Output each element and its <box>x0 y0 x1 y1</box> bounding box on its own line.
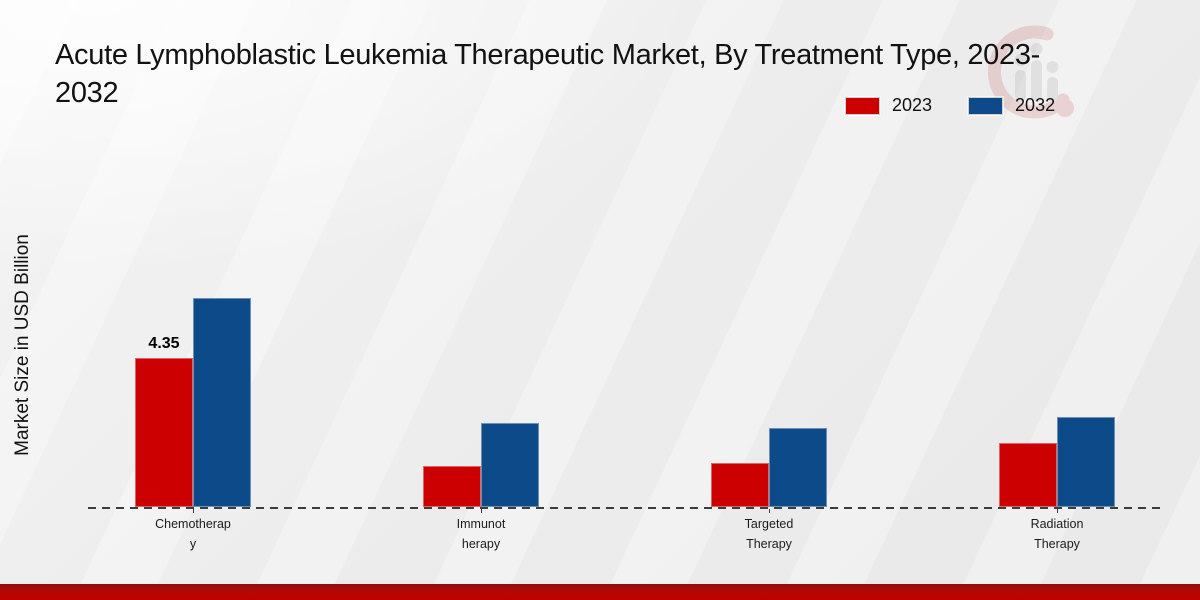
legend-item-2023: 2023 <box>845 95 932 116</box>
chart-title-line-1: Acute Lymphoblastic Leukemia Therapeutic… <box>55 39 1041 71</box>
bar-value-label-chemotherapy-2023: 4.35 <box>148 335 180 352</box>
legend: 2023 2032 <box>845 95 1055 116</box>
bar-2032-radiation-therapy <box>1057 417 1115 507</box>
legend-item-2032: 2032 <box>968 95 1055 116</box>
bar-2023-chemotherapy <box>135 358 193 507</box>
x-axis-tick-targeted-therapy <box>769 509 770 513</box>
bar-2023-radiation-therapy <box>999 443 1057 507</box>
bar-2032-targeted-therapy <box>769 428 827 507</box>
x-axis-label-immunotherapy: Immunot herapy <box>456 517 506 551</box>
x-axis-tick-immunotherapy <box>481 509 482 513</box>
chart-title: Acute Lymphoblastic Leukemia Therapeutic… <box>55 36 1200 112</box>
bar-2032-immunotherapy <box>481 423 539 507</box>
legend-swatch-2032 <box>968 96 1004 115</box>
bar-2032-chemotherapy <box>193 298 251 507</box>
x-axis-baseline <box>88 507 1163 509</box>
legend-label-2023: 2023 <box>892 95 933 115</box>
bar-2023-immunotherapy <box>423 466 481 507</box>
x-axis-label-targeted-therapy: Targeted Therapy <box>744 517 794 551</box>
bar-2023-targeted-therapy <box>711 463 769 507</box>
x-axis-label-radiation-therapy: Radiation Therapy <box>1030 517 1084 551</box>
legend-swatch-2023 <box>845 96 880 115</box>
chart-title-line-2: 2032 <box>55 77 119 109</box>
legend-label-2032: 2032 <box>1015 95 1056 115</box>
footer-brand-strip <box>0 584 1200 600</box>
x-axis-tick-radiation-therapy <box>1057 509 1058 513</box>
x-axis-label-chemotherapy: Chemotherap y <box>155 517 231 551</box>
x-axis-tick-chemotherapy <box>193 509 194 513</box>
